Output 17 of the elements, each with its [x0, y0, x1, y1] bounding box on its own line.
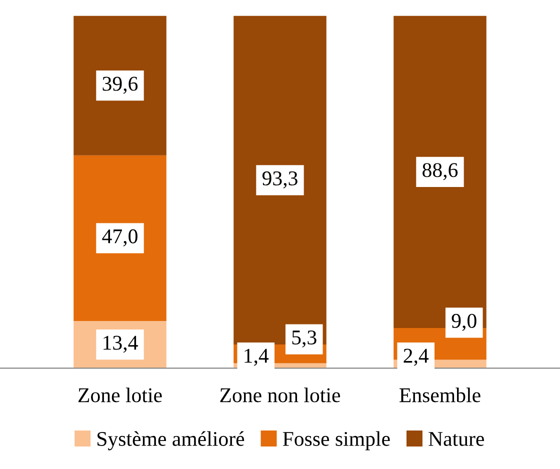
bar [74, 155, 166, 321]
legend-label: Nature [428, 432, 484, 446]
data-label: 5,3 [292, 330, 316, 348]
data-label: 47,0 [102, 229, 138, 246]
data-label: 9,0 [452, 314, 476, 331]
x-tick-label: Zone lotie [78, 388, 162, 402]
legend-label: Système amélioré [98, 431, 244, 450]
bar [74, 16, 166, 156]
data-label: 2,4 [404, 348, 429, 366]
x-tick-label: Ensemble [400, 388, 480, 402]
data-label: 93,3 [262, 171, 298, 188]
legend-label: Fosse simple [282, 431, 390, 450]
data-label: 39,6 [102, 76, 138, 94]
x-tick-label: Zone non lotie [220, 388, 340, 402]
data-label: 88,6 [422, 163, 458, 180]
data-label: 1,4 [244, 348, 269, 366]
data-label: 13,4 [104, 336, 138, 353]
